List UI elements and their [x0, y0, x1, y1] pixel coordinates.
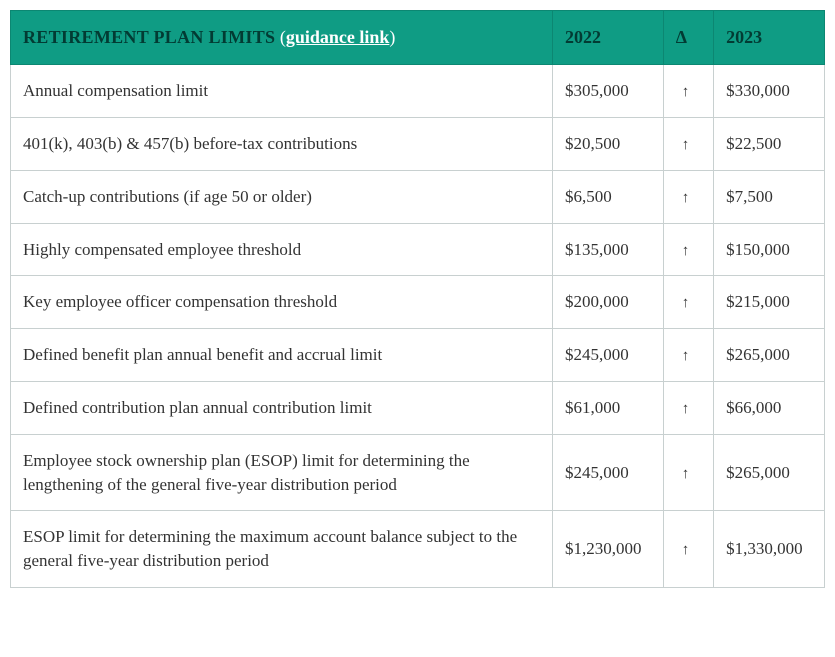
table-row: Key employee officer compensation thresh…	[11, 276, 825, 329]
arrow-up-icon: ↑	[682, 242, 690, 259]
table-row: ESOP limit for determining the maximum a…	[11, 511, 825, 588]
table-row: Annual compensation limit$305,000 ↑ $330,0…	[11, 65, 825, 118]
table-row: Employee stock ownership plan (ESOP) lim…	[11, 434, 825, 511]
cell-year-a: $1,230,000	[552, 511, 663, 588]
cell-description: Catch-up contributions (if age 50 or old…	[11, 170, 553, 223]
paren-open: (	[275, 27, 286, 47]
cell-year-b: $215,000	[714, 276, 825, 329]
cell-year-a: $6,500	[552, 170, 663, 223]
cell-year-b: $66,000	[714, 381, 825, 434]
arrow-up-icon: ↑	[682, 189, 690, 206]
cell-description: ESOP limit for determining the maximum a…	[11, 511, 553, 588]
cell-delta: ↑	[663, 170, 713, 223]
guidance-link[interactable]: guidance link	[286, 27, 390, 47]
arrow-up-icon: ↑	[682, 294, 690, 311]
cell-year-a: $200,000	[552, 276, 663, 329]
retirement-limits-table: RETIREMENT PLAN LIMITS (guidance link) 2…	[10, 10, 825, 588]
cell-description: Defined contribution plan annual contrib…	[11, 381, 553, 434]
table-row: 401(k), 403(b) & 457(b) before-tax contr…	[11, 117, 825, 170]
cell-description: 401(k), 403(b) & 457(b) before-tax contr…	[11, 117, 553, 170]
cell-year-b: $150,000	[714, 223, 825, 276]
cell-description: Defined benefit plan annual benefit and …	[11, 329, 553, 382]
cell-year-a: $305,000	[552, 65, 663, 118]
cell-delta: ↑	[663, 381, 713, 434]
header-year-a: 2022	[552, 11, 663, 65]
arrow-up-icon: ↑	[682, 83, 690, 100]
table-body: Annual compensation limit$305,000 ↑ $330,0…	[11, 65, 825, 588]
cell-delta: ↑	[663, 276, 713, 329]
cell-description: Key employee officer compensation thresh…	[11, 276, 553, 329]
header-delta: Δ	[663, 11, 713, 65]
cell-delta: ↑	[663, 65, 713, 118]
header-title: RETIREMENT PLAN LIMITS	[23, 27, 275, 47]
paren-close: )	[389, 27, 395, 47]
cell-year-a: $20,500	[552, 117, 663, 170]
cell-delta: ↑	[663, 434, 713, 511]
header-title-cell: RETIREMENT PLAN LIMITS (guidance link)	[11, 11, 553, 65]
cell-delta: ↑	[663, 117, 713, 170]
cell-year-b: $265,000	[714, 329, 825, 382]
cell-description: Highly compensated employee threshold	[11, 223, 553, 276]
cell-year-b: $265,000	[714, 434, 825, 511]
cell-description: Annual compensation limit	[11, 65, 553, 118]
table-row: Defined benefit plan annual benefit and …	[11, 329, 825, 382]
cell-year-b: $1,330,000	[714, 511, 825, 588]
table-row: Defined contribution plan annual contrib…	[11, 381, 825, 434]
cell-delta: ↑	[663, 223, 713, 276]
cell-year-b: $22,500	[714, 117, 825, 170]
cell-delta: ↑	[663, 511, 713, 588]
cell-delta: ↑	[663, 329, 713, 382]
arrow-up-icon: ↑	[682, 400, 690, 417]
arrow-up-icon: ↑	[682, 465, 690, 482]
arrow-up-icon: ↑	[682, 136, 690, 153]
cell-year-a: $135,000	[552, 223, 663, 276]
arrow-up-icon: ↑	[682, 541, 690, 558]
cell-description: Employee stock ownership plan (ESOP) lim…	[11, 434, 553, 511]
cell-year-b: $7,500	[714, 170, 825, 223]
cell-year-a: $61,000	[552, 381, 663, 434]
table-row: Catch-up contributions (if age 50 or old…	[11, 170, 825, 223]
arrow-up-icon: ↑	[682, 347, 690, 364]
table-header-row: RETIREMENT PLAN LIMITS (guidance link) 2…	[11, 11, 825, 65]
cell-year-a: $245,000	[552, 329, 663, 382]
table-row: Highly compensated employee threshold$13…	[11, 223, 825, 276]
cell-year-b: $330,000	[714, 65, 825, 118]
cell-year-a: $245,000	[552, 434, 663, 511]
header-year-b: 2023	[714, 11, 825, 65]
